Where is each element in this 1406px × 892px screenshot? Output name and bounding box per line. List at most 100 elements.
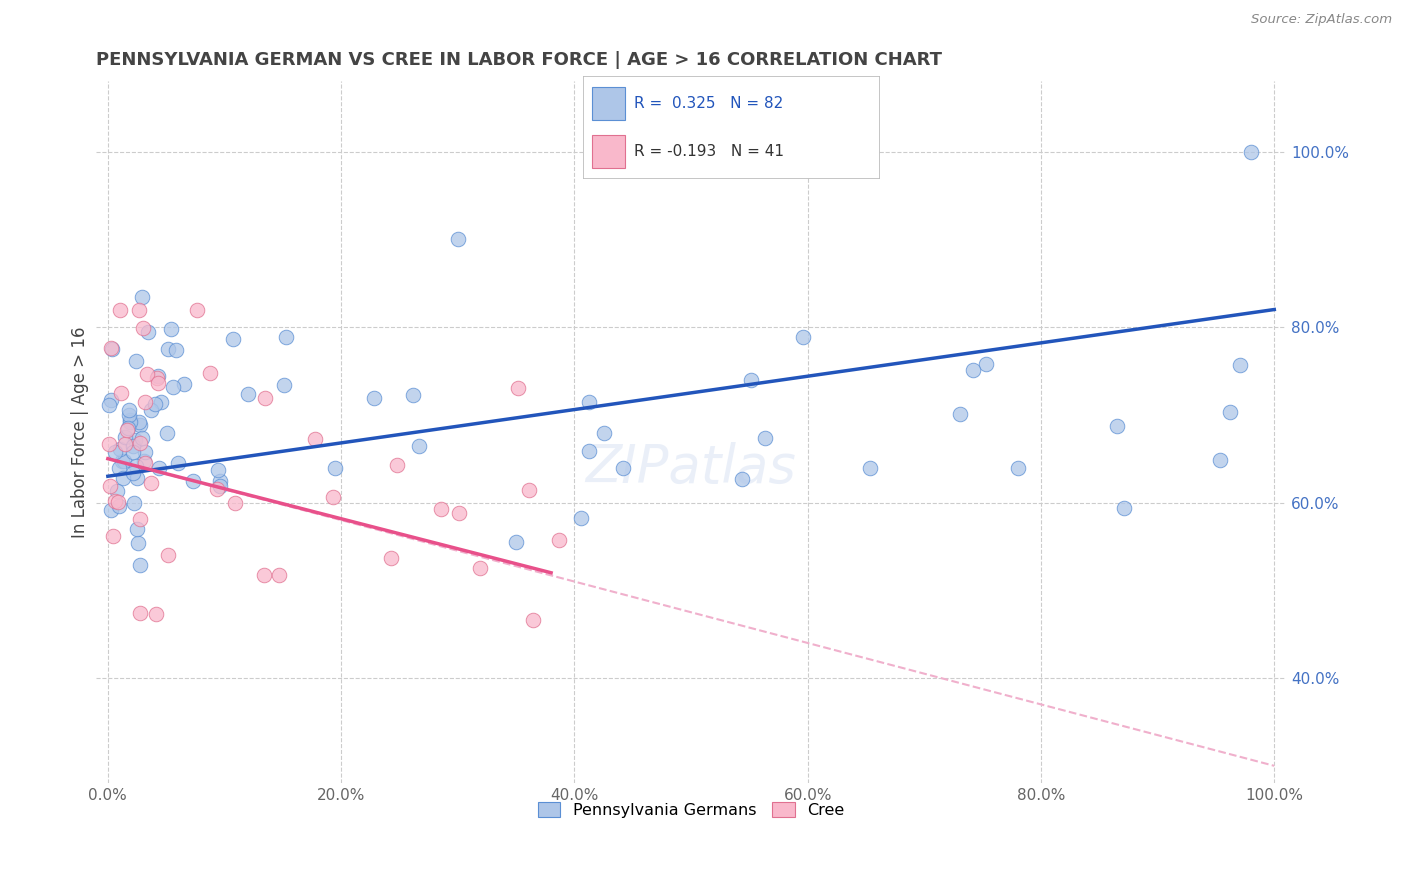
Point xyxy=(105,484,128,499)
Point xyxy=(149,395,172,409)
Point xyxy=(207,463,229,477)
Point xyxy=(222,332,245,346)
Point xyxy=(974,357,997,371)
Point xyxy=(205,482,228,496)
Point xyxy=(145,371,167,385)
Point xyxy=(100,503,122,517)
Point xyxy=(100,341,122,355)
Point xyxy=(198,366,221,380)
Point xyxy=(129,558,152,572)
Point xyxy=(114,437,136,451)
Point xyxy=(156,548,179,562)
Point xyxy=(121,445,143,459)
Point xyxy=(139,402,162,417)
Point xyxy=(131,431,153,445)
Point xyxy=(578,394,600,409)
Point xyxy=(98,437,121,451)
Point xyxy=(447,232,470,246)
Point xyxy=(569,511,592,525)
Point xyxy=(128,512,150,526)
Point xyxy=(146,368,169,383)
Point xyxy=(118,409,141,423)
Point xyxy=(252,567,274,582)
FancyBboxPatch shape xyxy=(592,136,624,168)
Point xyxy=(108,461,131,475)
Point xyxy=(267,568,290,582)
Point xyxy=(132,453,155,467)
Point xyxy=(104,494,127,508)
Text: R =  0.325   N = 82: R = 0.325 N = 82 xyxy=(634,96,783,111)
Point xyxy=(173,377,195,392)
Point xyxy=(408,439,430,453)
Y-axis label: In Labor Force | Age > 16: In Labor Force | Age > 16 xyxy=(72,326,89,538)
Point xyxy=(143,396,166,410)
Point xyxy=(120,413,142,427)
Point xyxy=(186,302,208,317)
Point xyxy=(117,421,139,435)
Point xyxy=(181,474,204,488)
Point xyxy=(578,443,600,458)
Point xyxy=(131,290,153,304)
Point xyxy=(136,326,159,340)
Point xyxy=(146,376,169,390)
Point xyxy=(111,454,134,468)
Point xyxy=(118,415,141,429)
Point xyxy=(363,391,385,405)
Point xyxy=(1209,453,1232,467)
Point xyxy=(1219,405,1241,419)
Point xyxy=(236,387,259,401)
Point xyxy=(274,330,297,344)
Point xyxy=(107,494,129,508)
Point xyxy=(135,367,157,381)
Point xyxy=(380,551,402,566)
Point xyxy=(145,607,167,621)
Point xyxy=(132,321,155,335)
Point xyxy=(253,391,276,405)
Point xyxy=(402,388,425,402)
Point xyxy=(100,343,122,357)
Point xyxy=(125,354,148,368)
Point xyxy=(134,395,156,409)
Point xyxy=(115,423,138,437)
Point xyxy=(118,403,141,417)
Point xyxy=(156,343,179,357)
Point xyxy=(612,461,634,475)
Point xyxy=(1229,358,1251,372)
Point xyxy=(449,506,471,520)
Point xyxy=(122,496,145,510)
Point xyxy=(593,426,616,441)
Legend: Pennsylvania Germans, Cree: Pennsylvania Germans, Cree xyxy=(531,796,851,824)
Point xyxy=(304,432,326,446)
Text: PENNSYLVANIA GERMAN VS CREE IN LABOR FORCE | AGE > 16 CORRELATION CHART: PENNSYLVANIA GERMAN VS CREE IN LABOR FOR… xyxy=(96,51,942,69)
Point xyxy=(1107,419,1129,434)
Point xyxy=(108,302,131,317)
Point xyxy=(165,343,187,357)
Point xyxy=(127,536,149,550)
Point xyxy=(321,490,343,504)
Point xyxy=(160,321,183,335)
Point xyxy=(128,302,150,317)
Point xyxy=(468,561,491,575)
Point xyxy=(134,456,156,470)
Point xyxy=(156,425,179,440)
Point xyxy=(134,444,156,458)
Point xyxy=(962,363,984,377)
Point xyxy=(547,533,569,547)
Point xyxy=(111,471,134,485)
Text: ZIPatlas: ZIPatlas xyxy=(586,442,797,493)
Point xyxy=(121,439,143,453)
Point xyxy=(100,392,122,407)
Point xyxy=(224,496,246,510)
Point xyxy=(859,460,882,475)
Point xyxy=(430,502,453,516)
Point xyxy=(103,445,125,459)
Point xyxy=(167,456,190,470)
Point xyxy=(128,415,150,429)
Point xyxy=(141,476,163,491)
Point xyxy=(731,473,754,487)
Point xyxy=(1112,501,1135,516)
Point xyxy=(208,474,231,488)
Point xyxy=(112,454,135,468)
Point xyxy=(129,417,152,432)
Point xyxy=(522,614,544,628)
